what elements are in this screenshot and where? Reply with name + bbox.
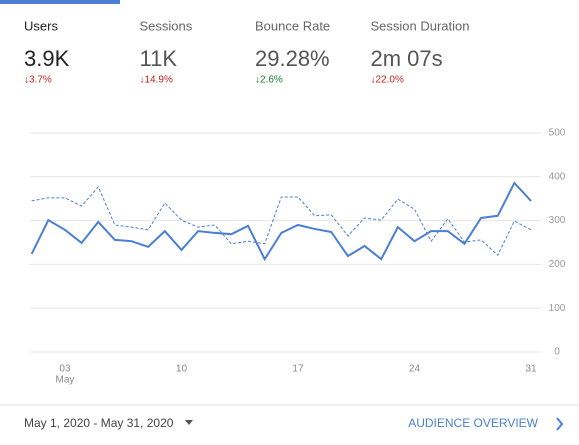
tab-label[interactable]: Users (24, 18, 58, 33)
y-tick-label: 500 (549, 128, 566, 139)
tab-value[interactable]: 29.28% (255, 46, 330, 71)
audience-link[interactable]: AUDIENCE OVERVIEW (408, 416, 538, 430)
y-tick-label: 200 (549, 259, 566, 270)
tab-label[interactable]: Sessions (140, 18, 193, 33)
x-tick-label: 17 (292, 364, 304, 375)
y-tick-label: 400 (549, 171, 566, 182)
x-tick-label: 31 (525, 364, 537, 375)
y-tick-label: 0 (554, 347, 560, 358)
x-tick-label: 10 (176, 364, 188, 375)
x-sublabel: May (56, 375, 75, 386)
x-tick-label: 24 (409, 364, 421, 375)
y-tick-label: 300 (549, 215, 566, 226)
chevron[interactable] (556, 417, 564, 431)
tab-label[interactable]: Bounce Rate (255, 18, 330, 33)
tab-indicator (0, 0, 120, 4)
tab-change: ↓22.0% (371, 75, 404, 86)
series-line (31, 185, 532, 257)
series-line (30, 181, 532, 262)
x-tick-label: 03 (59, 364, 71, 375)
tab-value[interactable]: 2m 07s (371, 46, 443, 71)
tab-change: ↓3.7% (24, 75, 52, 86)
tab-value[interactable]: 3.9K (24, 46, 70, 71)
date-range[interactable]: May 1, 2020 - May 31, 2020 (24, 416, 174, 430)
y-tick-label: 100 (549, 303, 566, 314)
tab-change: ↓2.6% (255, 75, 283, 86)
tab-value[interactable]: 11K (140, 46, 178, 71)
tab-change: ↓14.9% (140, 75, 173, 86)
dropdown-arrow[interactable] (185, 420, 193, 425)
tab-label[interactable]: Session Duration (371, 18, 470, 33)
